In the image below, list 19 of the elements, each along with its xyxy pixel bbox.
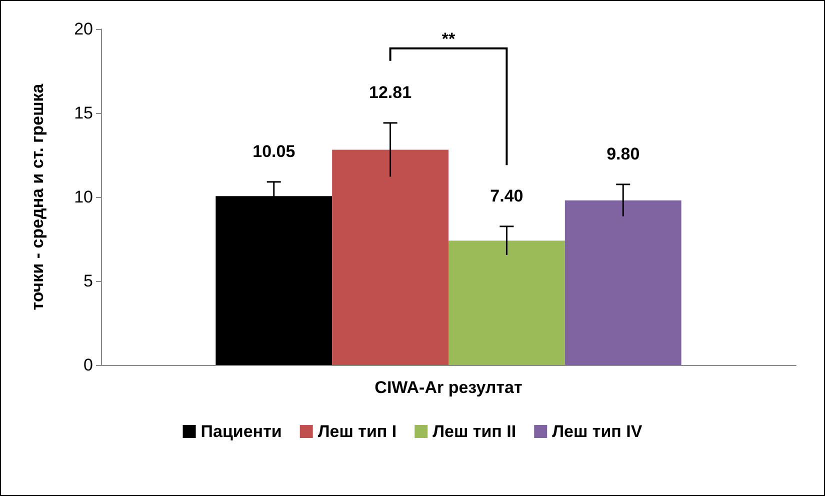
y-axis-title: точки - средна и ст. грешка (28, 83, 47, 310)
y-tick-label: 20 (74, 20, 93, 38)
x-tick-label: CIWA-Ar резултат (374, 378, 522, 397)
y-tick-label: 15 (74, 104, 93, 122)
annotation: ** (442, 29, 456, 48)
legend-label: Леш тип I (318, 422, 397, 441)
data-label: 7.40 (490, 186, 524, 206)
data-label: 12.81 (369, 82, 412, 102)
y-tick-label: 10 (74, 188, 93, 206)
bar (448, 240, 565, 365)
bar (332, 150, 448, 365)
legend-label: Леш тип IV (552, 422, 643, 441)
y-tick-label: 0 (84, 356, 93, 374)
data-label: 9.80 (606, 144, 640, 164)
bar (564, 200, 682, 365)
legend-label: Пациенти (200, 422, 282, 441)
data-label: 10.05 (252, 142, 296, 161)
legend-label: Леш тип II (432, 422, 516, 441)
y-tick-label: 5 (84, 272, 93, 290)
